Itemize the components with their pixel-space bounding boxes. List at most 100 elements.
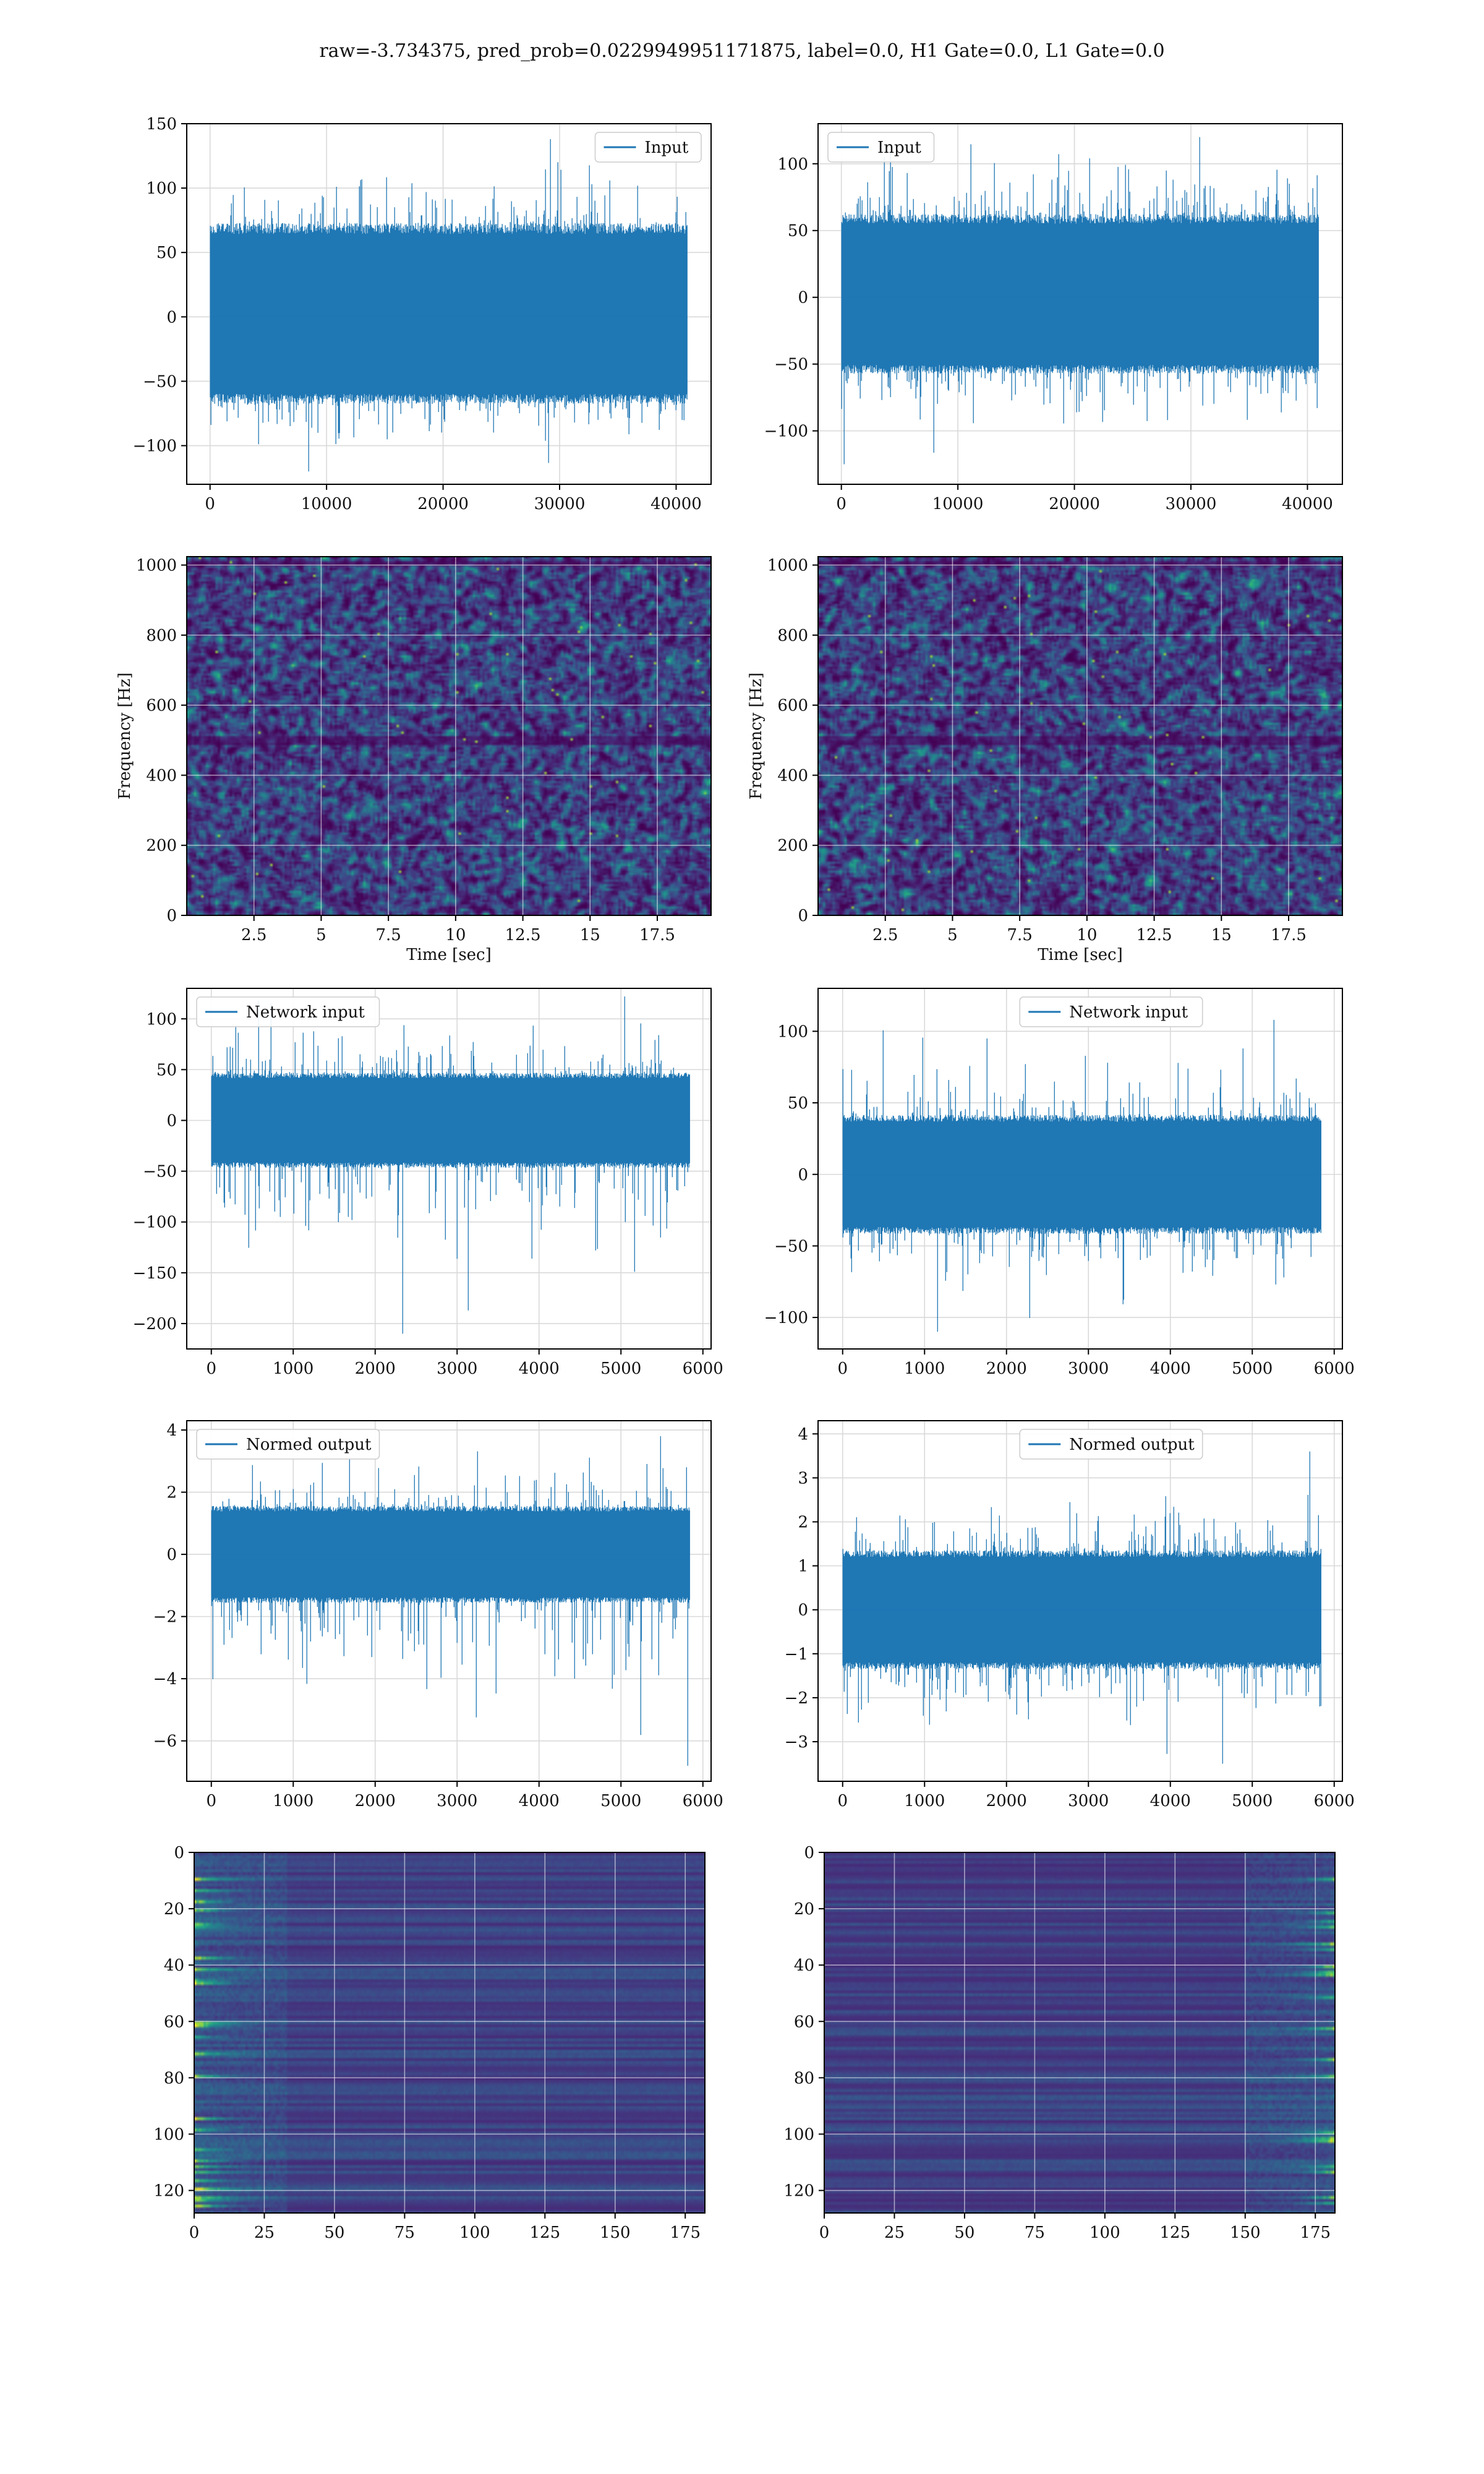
- x-tick-label: 0: [837, 1792, 848, 1810]
- x-tick-label: 10000: [301, 495, 352, 513]
- heatmap-image: [818, 557, 1342, 915]
- x-tick-label: 3000: [1068, 1792, 1109, 1810]
- l1-spectrogram-panel: 2.5 5 7.5 10 12.5 15 17.5 0 200 400 600 800 1000 Time…: [747, 556, 1343, 964]
- y-tick-label: −100: [764, 422, 808, 441]
- y-tick-label: 1: [798, 1557, 808, 1576]
- y-tick-label: 0: [798, 907, 808, 925]
- y-tick-label: 50: [788, 222, 808, 241]
- y-tick-label: 600: [146, 696, 177, 715]
- legend-label: Network input: [246, 1003, 365, 1022]
- axes-frame: [824, 1852, 1336, 2214]
- y-tick-label: −50: [143, 372, 177, 391]
- x-tick-label: 40000: [1282, 495, 1333, 513]
- y-tick-label: 4: [798, 1425, 808, 1444]
- y-tick-label: 120: [153, 2182, 184, 2201]
- x-tick-label: 7.5: [375, 926, 401, 944]
- signal-line: [842, 1451, 1321, 1764]
- x-tick-label: 2000: [355, 1359, 396, 1378]
- x-tick-label: 150: [1230, 2224, 1261, 2242]
- l1-input-panel: 0 10000 20000 30000 40000 −100 −50 0 50 100 Input: [764, 123, 1343, 513]
- x-tick-label: 5: [947, 926, 958, 944]
- legend-box: [827, 132, 935, 163]
- y-tick-label: 800: [777, 627, 808, 645]
- y-axis-label: Frequency [Hz]: [747, 672, 765, 800]
- x-axis-label: Time [sec]: [1038, 946, 1123, 964]
- y-tick-label: −100: [133, 1213, 177, 1232]
- x-tick-label: 2000: [986, 1359, 1027, 1378]
- legend-box: [196, 1429, 380, 1460]
- x-tick-label: 6000: [683, 1359, 723, 1378]
- x-tick-label: 2.5: [872, 926, 898, 944]
- y-tick-label: 2: [798, 1513, 808, 1532]
- legend: Normed output: [1019, 1429, 1203, 1460]
- x-tick-label: 2000: [355, 1792, 396, 1810]
- x-tick-label: 100: [1090, 2224, 1120, 2242]
- y-tick-label: 400: [777, 766, 808, 785]
- legend-box: [1019, 996, 1203, 1027]
- y-tick-label: 0: [804, 1844, 814, 1862]
- x-tick-label: 5000: [600, 1359, 641, 1378]
- y-tick-label: 0: [166, 907, 177, 925]
- x-tick-label: 3000: [437, 1792, 477, 1810]
- heatmap-image: [194, 1852, 705, 2213]
- x-tick-label: 15: [580, 926, 600, 944]
- x-tick-label: 0: [205, 495, 215, 513]
- legend: Input: [827, 132, 935, 163]
- y-tick-label: 50: [156, 1061, 177, 1079]
- signal-line: [211, 1436, 690, 1766]
- legend-label: Input: [877, 139, 921, 157]
- legend-label: Network input: [1069, 1003, 1188, 1022]
- axes-frame: [194, 1852, 706, 2214]
- axes-frame: [186, 556, 712, 916]
- x-tick-label: 12.5: [1136, 926, 1172, 944]
- y-tick-label: 20: [164, 1900, 184, 1919]
- h1-feature-map-panel: 0 25 50 75 100 125 150 175 0 20 40 60 80 100 120: [153, 1844, 706, 2242]
- heatmap-image: [824, 1852, 1335, 2213]
- x-tick-label: 5: [316, 926, 326, 944]
- x-tick-label: 20000: [1049, 495, 1100, 513]
- y-tick-label: 80: [164, 2069, 184, 2087]
- x-tick-label: 3000: [1068, 1359, 1109, 1378]
- y-tick-label: 800: [146, 627, 177, 645]
- y-tick-label: 60: [164, 2013, 184, 2031]
- y-tick-label: −2: [153, 1608, 177, 1627]
- x-tick-label: 0: [819, 2224, 830, 2242]
- x-tick-label: 0: [206, 1359, 216, 1378]
- y-tick-label: 0: [166, 308, 177, 327]
- y-tick-label: −1: [785, 1645, 808, 1664]
- signal-line: [841, 137, 1319, 464]
- x-tick-label: 2.5: [241, 926, 267, 944]
- y-tick-label: 60: [794, 2013, 814, 2031]
- axes-frame: [817, 123, 1343, 485]
- x-tick-label: 5000: [600, 1792, 641, 1810]
- y-tick-label: 0: [166, 1546, 177, 1564]
- legend-label: Normed output: [246, 1436, 372, 1454]
- y-tick-label: −100: [133, 437, 177, 456]
- legend: Network input: [1019, 996, 1203, 1027]
- x-tick-label: 4000: [1150, 1359, 1191, 1378]
- x-tick-label: 125: [1159, 2224, 1190, 2242]
- x-tick-label: 10000: [932, 495, 984, 513]
- axes-frame: [186, 123, 712, 485]
- x-tick-label: 2000: [986, 1792, 1027, 1810]
- x-tick-label: 4000: [1150, 1792, 1191, 1810]
- y-axis-label: Frequency [Hz]: [116, 672, 134, 800]
- y-tick-label: 50: [156, 244, 177, 262]
- x-tick-label: 0: [206, 1792, 216, 1810]
- l1-normed-output-panel: 0 1000 2000 3000 4000 5000 6000 −3 −2 −1 0 1 2 3 4 Norm…: [785, 1420, 1355, 1810]
- x-tick-label: 0: [836, 495, 846, 513]
- y-tick-label: −50: [143, 1163, 177, 1181]
- y-tick-label: 100: [783, 2125, 814, 2144]
- y-tick-label: 400: [146, 766, 177, 785]
- y-tick-label: 1000: [767, 557, 808, 575]
- y-tick-label: 100: [146, 179, 177, 198]
- y-tick-label: 2: [166, 1484, 177, 1502]
- y-tick-label: 120: [783, 2182, 814, 2201]
- x-tick-label: 50: [324, 2224, 344, 2242]
- axes-frame: [186, 1420, 712, 1782]
- h1-normed-output-panel: 0 1000 2000 3000 4000 5000 6000 −6 −4 −2 0 2 4 Normed…: [153, 1420, 723, 1810]
- x-tick-label: 7.5: [1007, 926, 1032, 944]
- y-tick-label: 100: [146, 1010, 177, 1029]
- x-tick-label: 6000: [1314, 1359, 1355, 1378]
